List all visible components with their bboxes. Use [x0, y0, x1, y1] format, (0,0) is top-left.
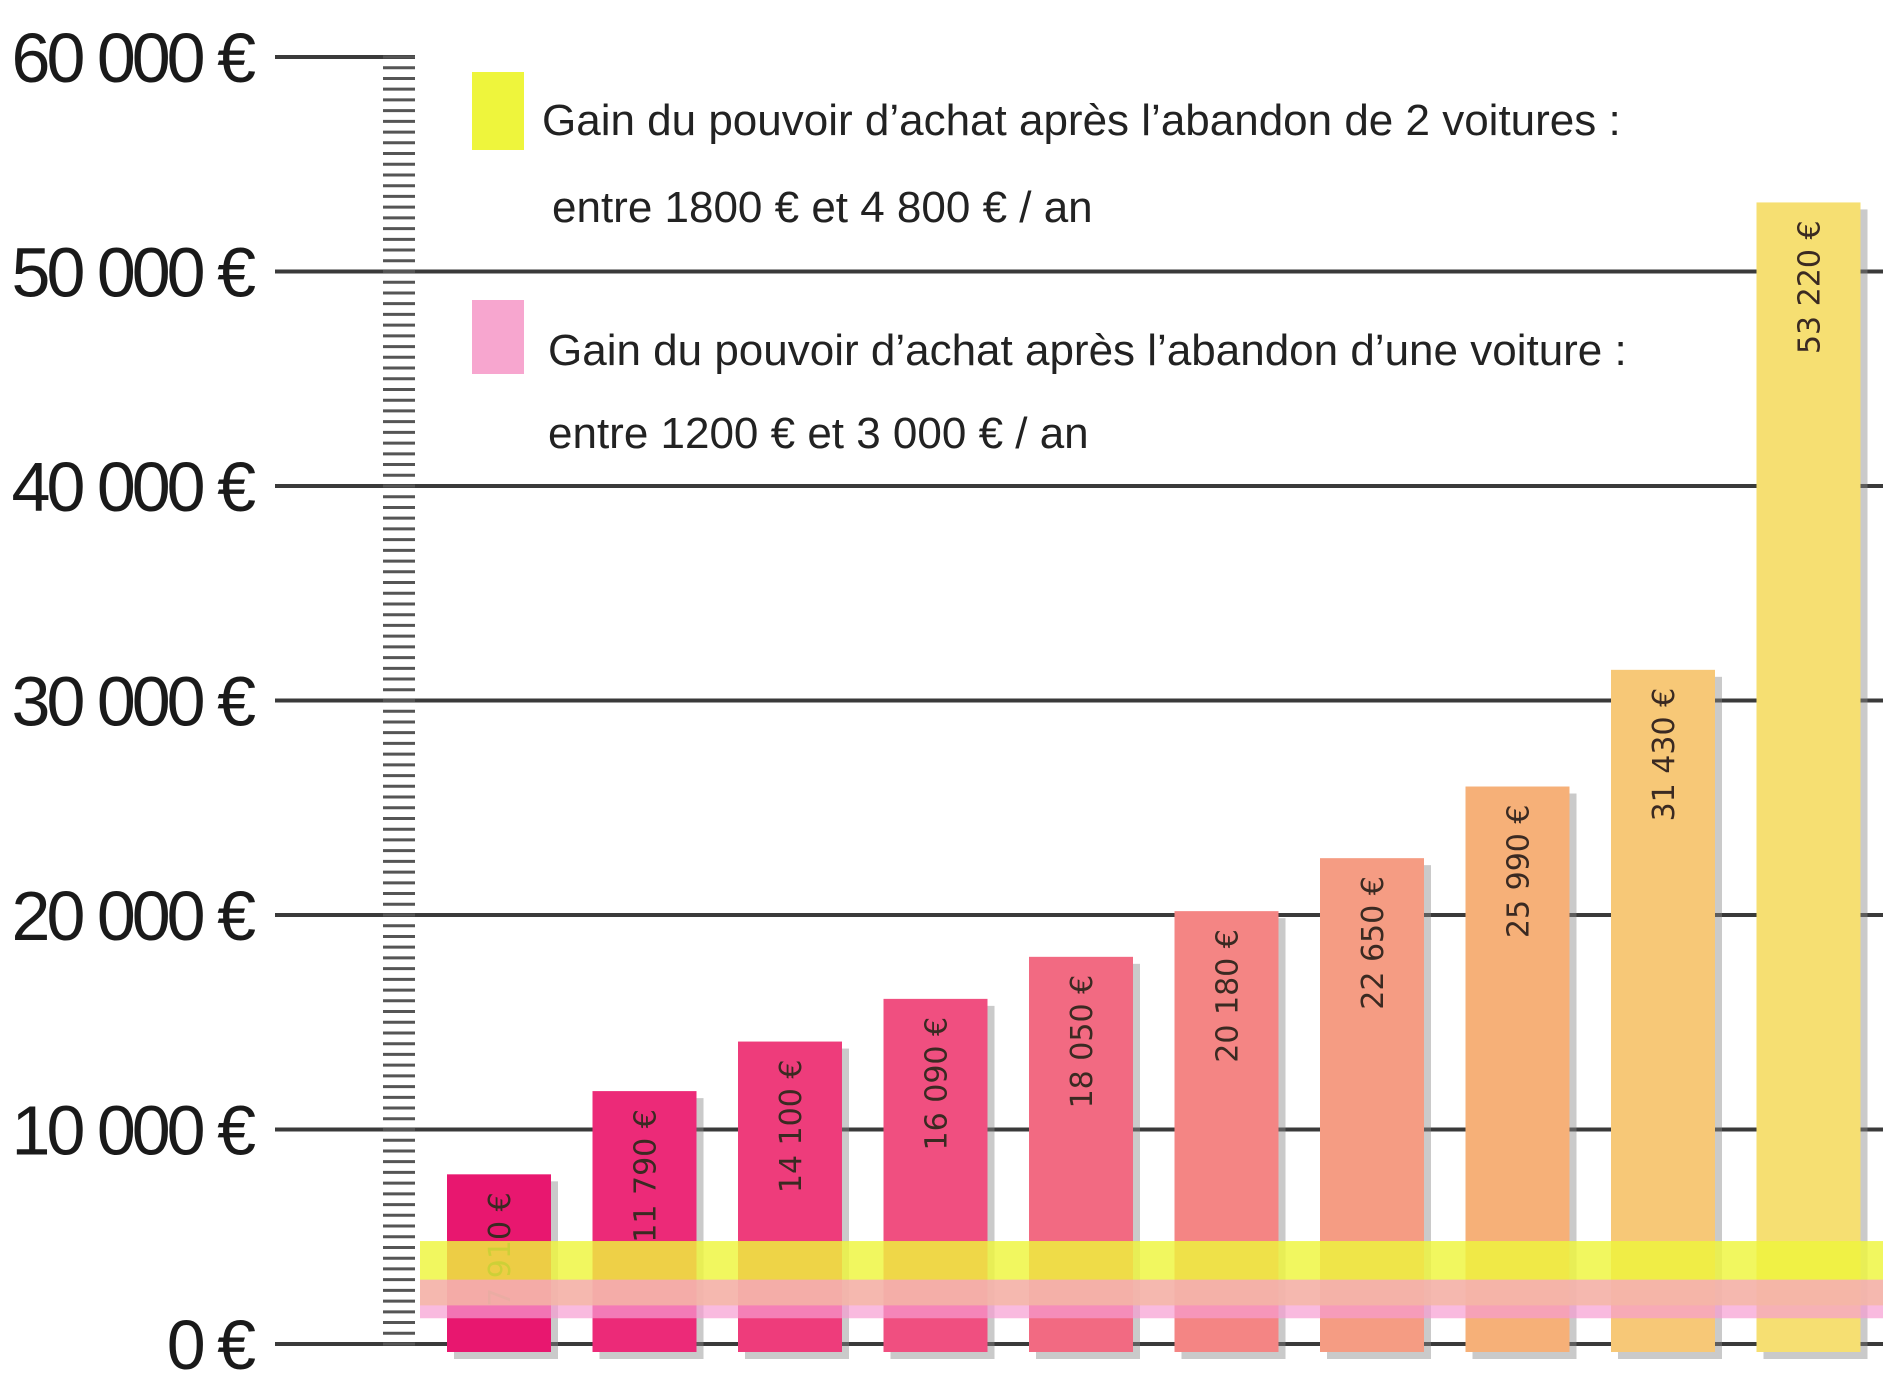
bar-value-label: 25 990 €	[1502, 805, 1537, 939]
bar-value-label: 11 790 €	[629, 1109, 664, 1243]
y-tick-label: 30 000 €	[12, 663, 256, 741]
bar-value-label: 16 090 €	[920, 1017, 955, 1151]
legend-label-one-car: Gain du pouvoir d’achat après l’abandon …	[548, 326, 1627, 375]
legend: Gain du pouvoir d’achat après l’abandon …	[472, 72, 1627, 458]
y-tick-label: 40 000 €	[12, 448, 256, 526]
bar-value-label: 18 050 €	[1065, 975, 1100, 1109]
y-tick-label: 60 000 €	[12, 19, 256, 97]
bars: 7 910 €11 790 €14 100 €16 090 €18 050 €2…	[447, 202, 1868, 1359]
legend-label-two-cars: Gain du pouvoir d’achat après l’abandon …	[542, 96, 1621, 145]
y-tick-label: 10 000 €	[12, 1092, 256, 1170]
band-one-car	[420, 1279, 1883, 1319]
legend-range-one-car: entre 1200 € et 3 000 € / an	[548, 409, 1089, 458]
legend-swatch-two-cars	[472, 72, 524, 150]
ruler-ticks	[383, 55, 415, 1346]
y-tick-label: 0 €	[167, 1306, 255, 1384]
y-tick-label: 20 000 €	[12, 877, 256, 955]
bar-value-label: 31 430 €	[1647, 688, 1682, 822]
bar	[1611, 669, 1715, 1352]
legend-range-two-cars: entre 1800 € et 4 800 € / an	[552, 183, 1093, 232]
y-axis: 60 000 € 50 000 € 40 000 € 30 000 € 20 000 €…	[12, 19, 260, 1384]
legend-swatch-one-car	[472, 300, 524, 374]
bar	[1756, 202, 1861, 1352]
bar-value-label: 22 650 €	[1356, 876, 1391, 1010]
bar-value-label: 20 180 €	[1211, 929, 1246, 1063]
gain-bands	[420, 1241, 1883, 1319]
bar-value-label: 53 220 €	[1793, 220, 1828, 354]
y-tick-label: 50 000 €	[12, 234, 256, 312]
bar-value-label: 14 100 €	[774, 1060, 809, 1194]
